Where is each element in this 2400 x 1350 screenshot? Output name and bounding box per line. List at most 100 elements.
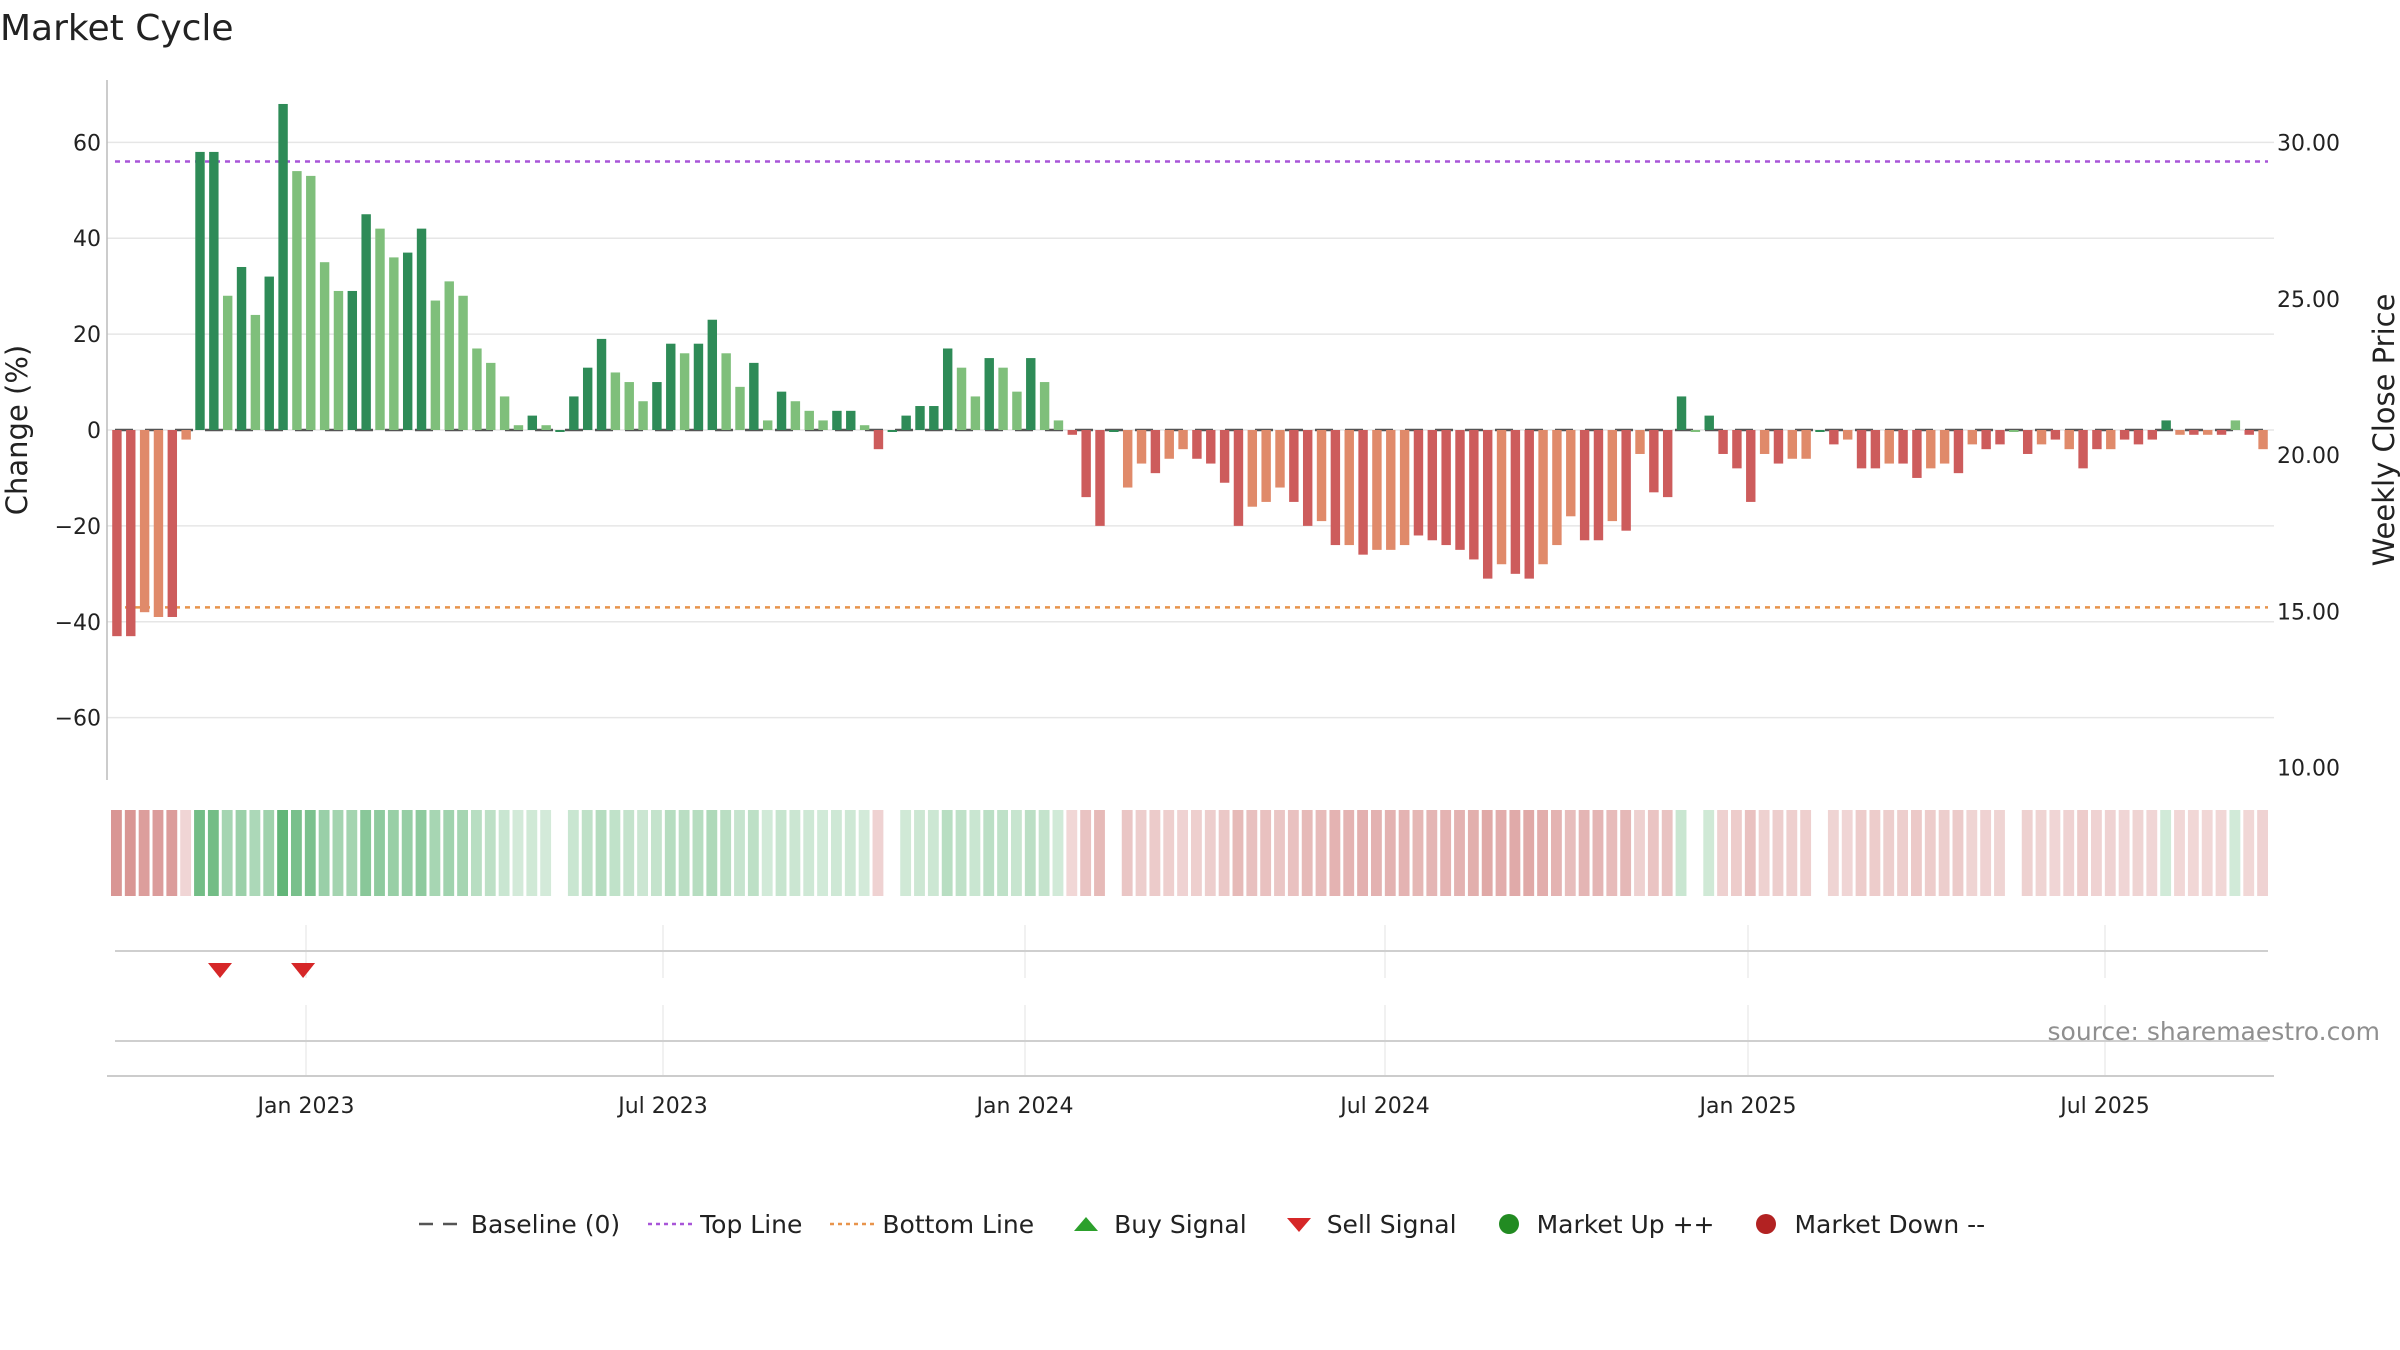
change-bar	[1302, 430, 1313, 526]
heat-strip-cell	[2035, 810, 2047, 896]
change-bar	[1372, 430, 1382, 550]
heat-strip-cell	[1481, 810, 1493, 896]
heat-strip-cell	[637, 810, 648, 896]
heat-strip-cell	[249, 810, 261, 896]
heat-strip-cell	[471, 810, 482, 896]
heat-strip-cell	[291, 810, 302, 896]
change-bar	[1413, 430, 1424, 536]
change-bar	[693, 343, 704, 430]
heat-strip-cell	[1675, 810, 1687, 896]
heat-strip-cell	[983, 810, 995, 896]
change-bar	[942, 348, 953, 430]
heat-strip-cell	[1731, 810, 1742, 896]
legend-symbol-sell	[1271, 1209, 1327, 1239]
heat-strip-cell	[263, 810, 275, 896]
change-bar	[2009, 430, 2019, 432]
change-bar	[1095, 430, 1105, 526]
heat-strip-cell	[664, 810, 676, 896]
change-bar	[2189, 430, 2199, 435]
heat-strip-cell	[2118, 810, 2130, 896]
heat-strip-cell	[969, 810, 981, 896]
heat-strip-cell	[526, 810, 538, 896]
heat-strip-cell	[1066, 810, 1078, 896]
heat-strip-cell	[623, 810, 635, 896]
heat-strip-cell	[1080, 810, 1092, 896]
heat-strip-cell	[1661, 810, 1673, 896]
legend-symbol-baseline	[415, 1209, 471, 1239]
legend-label: Top Line	[700, 1209, 803, 1239]
heat-strip-cell	[817, 810, 828, 896]
heat-strip-cell	[2243, 810, 2255, 896]
change-bar	[1662, 430, 1673, 498]
x-tick-label: Jul 2023	[616, 1094, 708, 1119]
change-bar	[666, 343, 676, 430]
change-bar	[1358, 430, 1368, 555]
change-bar	[1067, 430, 1078, 435]
change-bar	[901, 415, 911, 430]
change-bar	[1150, 430, 1161, 474]
heat-strip-cell	[457, 810, 468, 896]
change-bar	[762, 420, 773, 430]
change-bar	[541, 425, 551, 430]
heat-strip-cell	[2201, 810, 2213, 896]
heat-strip-cell	[221, 810, 233, 896]
heat-strip-cell	[1994, 810, 2005, 896]
heat-strip-cell	[401, 810, 413, 896]
heat-strip-cell	[692, 810, 704, 896]
change-bar	[1967, 430, 1978, 445]
change-bar	[790, 401, 801, 430]
change-bar	[832, 410, 842, 430]
heat-strip-cell	[2007, 810, 2019, 896]
change-bar	[887, 430, 898, 432]
x-tick-label: Jul 2024	[1338, 1094, 1430, 1119]
change-bar	[209, 151, 219, 431]
heat-strip-cell	[651, 810, 662, 896]
heat-strip-cell	[900, 810, 912, 896]
legend-item-sell: Sell Signal	[1271, 1209, 1457, 1239]
heat-strip-cell	[1924, 810, 1936, 896]
axes	[106, 80, 2274, 1077]
legend-item-market-down: Market Down --	[1738, 1209, 1985, 1239]
heat-strip-cell	[789, 810, 801, 896]
change-bar	[804, 410, 814, 430]
heat-strip-cell	[2063, 810, 2075, 896]
heat-strip-cell	[166, 810, 178, 896]
signal-panel	[115, 950, 2268, 1042]
heat-strip-cell	[831, 810, 842, 896]
change-bar	[1635, 430, 1645, 454]
change-bar	[1219, 430, 1230, 483]
legend-item-market-up: Market Up ++	[1481, 1209, 1714, 1239]
heat-strip-cell	[775, 810, 787, 896]
change-bar	[1469, 430, 1479, 560]
change-bar	[181, 430, 191, 440]
heat-strip-cell	[1301, 810, 1313, 896]
heat-strip-cell	[429, 810, 441, 896]
change-bar	[735, 386, 745, 430]
change-bar	[1053, 420, 1064, 430]
heat-strip-cell	[1038, 810, 1050, 896]
heat-strip-cell	[1412, 810, 1424, 896]
change-bar	[319, 262, 330, 430]
y-tick-label: 0	[87, 419, 101, 444]
heat-strip-cell	[1371, 810, 1382, 896]
heat-strip-cell	[554, 810, 565, 896]
change-bar	[430, 300, 441, 430]
change-bar	[1856, 430, 1867, 469]
change-bar	[624, 382, 634, 430]
heat-strip-cell	[2160, 810, 2172, 896]
change-bar	[610, 372, 621, 430]
legend-label: Sell Signal	[1326, 1209, 1457, 1239]
change-bar	[1524, 430, 1534, 579]
change-bar	[638, 401, 648, 430]
change-bar	[1801, 430, 1811, 459]
change-bar	[236, 266, 247, 430]
change-bar	[1787, 430, 1798, 459]
heat-strip-cell	[1426, 810, 1438, 896]
change-bar	[1136, 430, 1147, 464]
change-bar	[1552, 430, 1562, 546]
x-tick-label: Jan 2025	[1698, 1094, 1797, 1119]
change-bar	[472, 348, 482, 430]
change-bar	[776, 391, 787, 430]
heat-strip-cell	[1772, 810, 1784, 896]
change-bar	[707, 319, 718, 430]
